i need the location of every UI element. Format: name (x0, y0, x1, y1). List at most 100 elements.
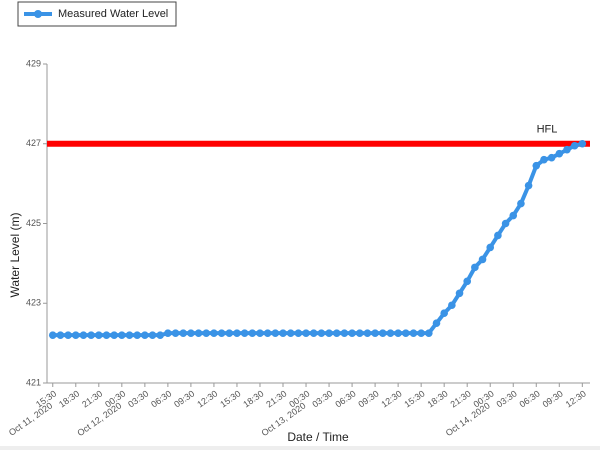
point (286, 329, 295, 337)
point (217, 329, 226, 337)
x-tick-label: 09:30 (541, 388, 565, 409)
point (148, 331, 157, 339)
point (187, 329, 195, 337)
x-tick-label: 12:30 (195, 388, 219, 409)
point (524, 181, 533, 190)
point (471, 263, 479, 272)
y-tick-label: 427 (26, 138, 41, 148)
x-tick-label: 12:30 (379, 388, 403, 409)
point (202, 329, 211, 337)
point (425, 329, 433, 337)
point (141, 331, 149, 339)
x-tick-label: 15:30 (402, 388, 426, 409)
point (110, 331, 118, 339)
x-tick-label: 09:30 (356, 388, 380, 409)
point (225, 329, 234, 337)
point (501, 219, 510, 228)
point (578, 139, 587, 148)
point (194, 329, 203, 337)
legend-label: Measured Water Level (58, 8, 168, 20)
point (248, 329, 257, 337)
point (409, 329, 418, 337)
legend-marker (34, 10, 42, 18)
point (256, 329, 264, 337)
point (455, 289, 464, 298)
x-tick-label: 06:30 (149, 388, 173, 409)
x-tick-label: 09:30 (172, 388, 196, 409)
x-tick-label: 03:30 (310, 388, 334, 409)
point (79, 331, 88, 339)
point (87, 331, 95, 339)
reference-label: HFL (537, 124, 558, 136)
x-tick-label: 21:30 (449, 388, 473, 409)
point (263, 329, 272, 337)
x-tick-label: 06:30 (518, 388, 542, 409)
point (294, 329, 303, 337)
point (394, 329, 402, 337)
x-tick-label: 18:30 (241, 388, 265, 409)
point (532, 161, 541, 170)
point (570, 141, 579, 150)
point (233, 329, 241, 337)
point (164, 329, 172, 337)
point (563, 145, 571, 154)
point (179, 329, 188, 337)
x-date-label: Oct 11, 2020 (7, 400, 54, 437)
y-axis-title: Water Level (m) (8, 213, 22, 298)
point (509, 211, 518, 220)
point (56, 331, 65, 339)
point (95, 331, 103, 339)
footer-strip (0, 446, 600, 450)
point (540, 155, 548, 164)
point (448, 301, 456, 310)
point (386, 329, 395, 337)
y-tick-label: 429 (26, 58, 41, 68)
point (171, 329, 180, 337)
point (371, 329, 379, 337)
y-tick-label: 423 (26, 298, 41, 308)
point (494, 231, 502, 240)
point (302, 329, 310, 337)
point (432, 319, 441, 327)
point (309, 329, 318, 337)
series-line (52, 141, 583, 338)
point (517, 199, 525, 208)
x-axis-title: Date / Time (287, 430, 349, 444)
point (118, 331, 126, 339)
point (71, 331, 80, 339)
point (378, 329, 387, 337)
x-tick-label: 15:30 (218, 388, 242, 409)
point (156, 331, 165, 339)
x-tick-label: 03:30 (126, 388, 150, 409)
x-tick-label: 21:30 (264, 388, 288, 409)
point (440, 309, 448, 318)
y-tick-label: 425 (26, 218, 41, 228)
point (240, 329, 249, 337)
point (133, 331, 141, 339)
x-tick-label: 12:30 (564, 388, 588, 409)
point (271, 329, 280, 337)
point (478, 255, 487, 264)
point (64, 331, 72, 339)
point (279, 329, 287, 337)
point (48, 331, 57, 339)
point (317, 329, 326, 337)
point (325, 329, 333, 337)
point (355, 329, 364, 337)
point (348, 329, 356, 337)
point (417, 329, 425, 337)
point (463, 277, 472, 286)
point (555, 149, 564, 158)
point (102, 331, 111, 339)
point (340, 329, 349, 337)
point (210, 329, 218, 337)
x-tick-label: 18:30 (57, 388, 81, 409)
x-tick-label: 03:30 (495, 388, 519, 409)
point (125, 331, 134, 339)
x-tick-label: 06:30 (333, 388, 357, 409)
x-tick-label: 21:30 (80, 388, 104, 409)
point (402, 329, 410, 337)
point (486, 243, 495, 252)
y-tick-label: 421 (26, 377, 41, 387)
